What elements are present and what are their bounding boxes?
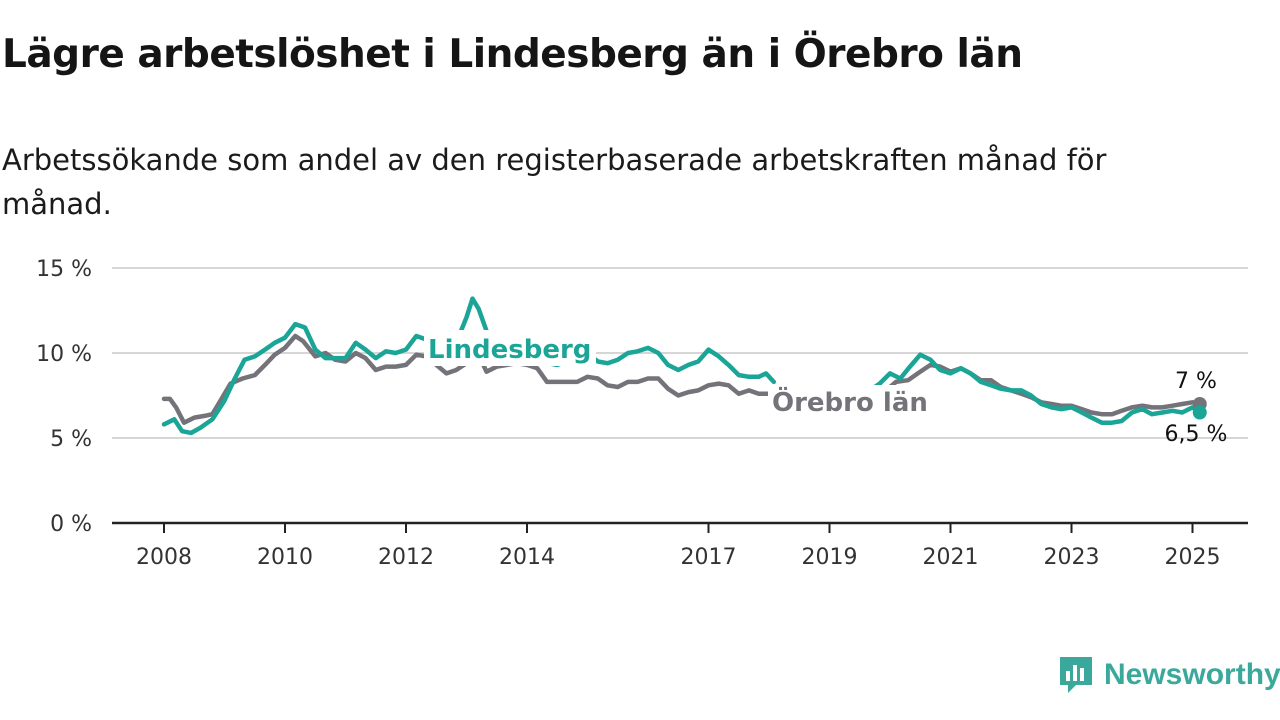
x-tick-label: 2019 xyxy=(802,545,858,570)
x-tick-label: 2010 xyxy=(257,545,313,570)
series-label-orebro-lan: Örebro län xyxy=(772,385,928,418)
label-halo xyxy=(768,385,936,419)
y-tick-label: 5 % xyxy=(50,427,92,452)
lindesberg-end-point xyxy=(1192,405,1207,420)
x-tick-label: 2017 xyxy=(681,545,737,570)
x-tick-label: 2021 xyxy=(923,545,979,570)
lindesberg-line-segment xyxy=(161,296,777,436)
label-halo xyxy=(424,330,596,366)
chart-subtitle: Arbetssökande som andel av den registerb… xyxy=(2,143,1107,221)
x-tick-label: 2023 xyxy=(1044,545,1100,570)
x-tick-label: 2014 xyxy=(499,545,555,570)
brand-name: Newsworthy xyxy=(1104,658,1280,691)
chart-title: Lägre arbetslöshet i Lindesberg än i Öre… xyxy=(2,32,1023,77)
brand-logo: Newsworthy xyxy=(1058,654,1280,696)
y-tick-label: 0 % xyxy=(50,512,92,537)
line-chart: 0 % 5 % 10 % 15 % 2008 2010 2012 2014 2017 2019 20… xyxy=(36,257,1248,570)
x-tick-label: 2008 xyxy=(136,545,192,570)
end-label-lindesberg: 6,5 % xyxy=(1165,422,1228,447)
lindesberg-line-segment xyxy=(867,352,1203,425)
y-tick-label: 10 % xyxy=(36,342,92,367)
orebro-lan-line-segment xyxy=(887,362,1203,417)
series-label-lindesberg: Lindesberg xyxy=(428,335,591,365)
end-label-orebro-lan: 7 % xyxy=(1175,369,1217,394)
x-tick-label: 2025 xyxy=(1165,545,1221,570)
x-tick-label: 2012 xyxy=(378,545,434,570)
y-tick-label: 15 % xyxy=(36,257,92,282)
newsworthy-logo-icon xyxy=(1060,657,1092,693)
